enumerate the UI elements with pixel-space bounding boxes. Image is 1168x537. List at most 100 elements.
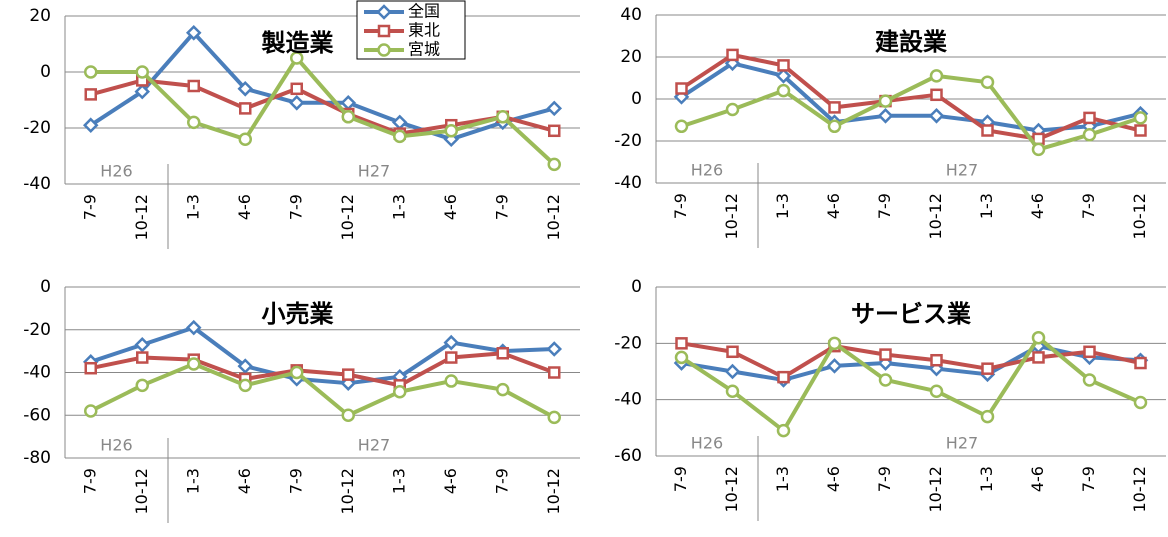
marker <box>187 357 201 371</box>
y-tick-label: -60 <box>23 405 51 425</box>
marker <box>443 334 460 351</box>
series-line <box>680 52 1141 141</box>
y-tick-label: -20 <box>614 333 642 353</box>
marker <box>288 95 305 111</box>
marker <box>724 363 741 380</box>
marker <box>929 384 944 398</box>
x-tick-label: 10-12 <box>338 468 357 515</box>
marker <box>1133 111 1148 125</box>
marker <box>1083 345 1096 359</box>
marker <box>1082 373 1097 387</box>
marker <box>1083 111 1096 125</box>
marker <box>1032 351 1045 364</box>
series-line <box>680 335 1142 433</box>
marker <box>828 101 841 114</box>
marker <box>777 59 790 72</box>
x-tick-label: 1-3 <box>389 468 408 494</box>
x-tick-label: 4-6 <box>1028 193 1047 219</box>
marker <box>675 337 688 350</box>
marker <box>775 68 792 84</box>
x-tick-label: 7-9 <box>875 193 894 219</box>
marker <box>547 157 561 172</box>
x-tick-label: 1-3 <box>977 193 996 219</box>
marker <box>341 110 355 124</box>
x-tick-label: 10-12 <box>722 466 741 513</box>
y-tick-label: -60 <box>614 446 642 466</box>
series-line <box>680 73 1142 152</box>
marker <box>548 124 561 138</box>
x-tick-label: 10-12 <box>722 193 741 240</box>
marker <box>135 378 149 393</box>
marker <box>393 129 407 144</box>
marker <box>981 124 994 137</box>
group-label: H26 <box>100 162 132 181</box>
group-label: H27 <box>946 434 978 453</box>
marker <box>341 408 355 422</box>
y-tick-label: 0 <box>40 277 51 297</box>
marker <box>239 102 252 115</box>
y-tick-label: 0 <box>631 277 642 297</box>
marker <box>776 83 791 98</box>
x-tick-label: 10-12 <box>1130 466 1149 513</box>
marker <box>238 378 252 393</box>
x-tick-label: 1-3 <box>977 466 996 492</box>
marker <box>84 88 97 101</box>
marker <box>1082 127 1097 142</box>
marker <box>290 82 303 96</box>
chart-title: 小売業 <box>262 300 334 328</box>
marker <box>928 108 945 124</box>
series-line <box>681 341 1141 380</box>
y-tick-label: 20 <box>29 6 51 26</box>
group-label: H27 <box>358 162 390 181</box>
y-tick-label: -40 <box>614 173 642 193</box>
group-label: H27 <box>946 161 978 180</box>
marker <box>546 100 563 117</box>
marker <box>777 370 790 384</box>
x-tick-label: 4-6 <box>824 466 843 492</box>
y-tick-label: -40 <box>23 174 51 194</box>
group-label: H26 <box>100 436 132 455</box>
x-tick-label: 4-6 <box>441 468 460 494</box>
y-tick-label: -80 <box>23 448 51 468</box>
x-tick-label: 7-9 <box>1079 466 1098 492</box>
x-tick-label: 1-3 <box>773 466 792 492</box>
y-tick-label: 20 <box>620 47 642 67</box>
y-tick-label: -40 <box>23 363 51 383</box>
marker <box>726 48 739 62</box>
marker <box>980 409 995 424</box>
x-tick-label: 10-12 <box>544 468 563 515</box>
marker <box>82 117 99 133</box>
marker <box>444 124 458 138</box>
legend-marker <box>377 24 391 38</box>
y-tick-label: -20 <box>614 131 642 151</box>
group-label: H27 <box>358 436 390 455</box>
marker <box>827 119 842 134</box>
y-tick-label: -40 <box>614 390 642 410</box>
marker <box>878 94 893 108</box>
x-tick-label: 7-9 <box>492 468 511 494</box>
marker <box>444 374 458 388</box>
marker <box>237 81 254 97</box>
x-tick-label: 10-12 <box>338 194 357 241</box>
y-tick-label: 0 <box>631 89 642 109</box>
marker <box>674 119 689 134</box>
marker <box>827 336 842 351</box>
marker <box>185 25 202 41</box>
marker <box>725 102 740 117</box>
marker <box>445 351 458 364</box>
legend-label: 全国 <box>408 2 440 21</box>
marker <box>930 353 943 367</box>
marker <box>496 382 510 397</box>
marker <box>84 361 97 375</box>
x-tick-label: 4-6 <box>441 194 460 220</box>
marker <box>185 319 202 336</box>
y-tick-label: 40 <box>620 5 642 25</box>
y-tick-label: -20 <box>23 320 51 340</box>
x-tick-label: 1-3 <box>773 193 792 219</box>
y-tick-label: 0 <box>40 62 51 82</box>
marker <box>776 423 791 438</box>
legend-label: 宮城 <box>408 40 440 59</box>
marker <box>238 132 252 146</box>
marker <box>496 110 510 124</box>
